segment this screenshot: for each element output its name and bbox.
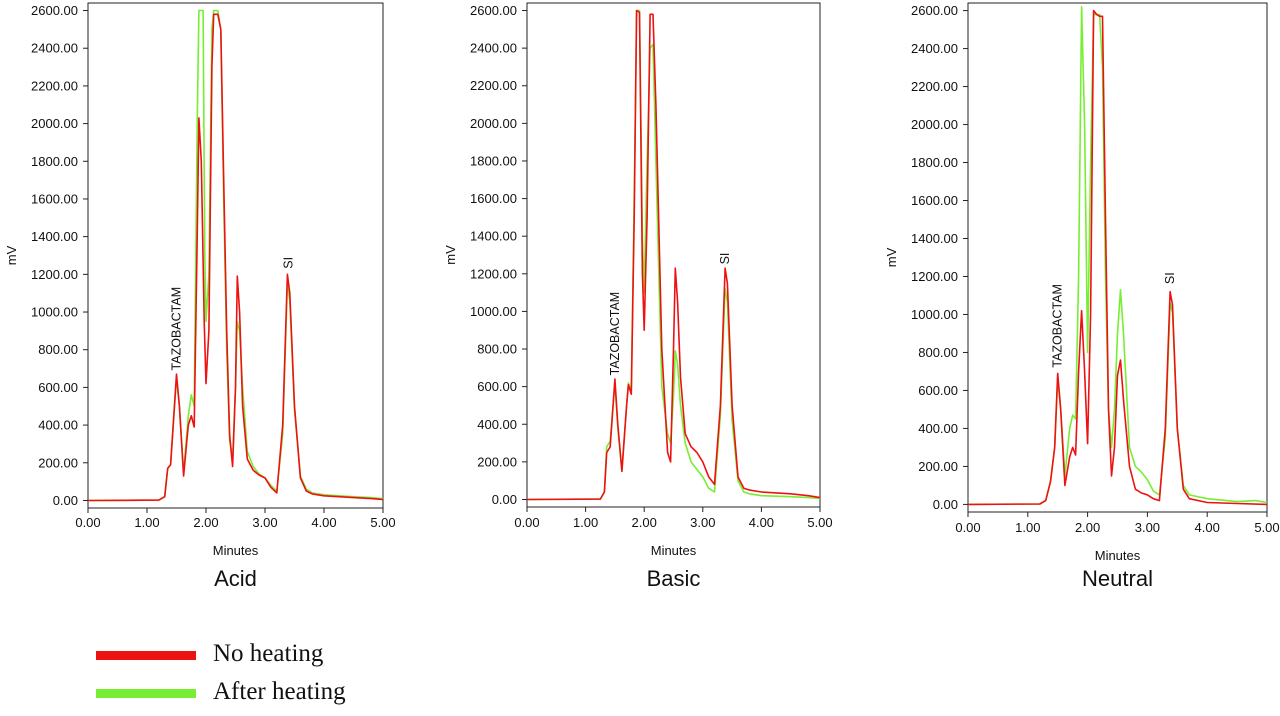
x-tick-label: 4.00 (749, 515, 774, 530)
y-tick-label: 2600.00 (911, 3, 958, 18)
y-axis-label: mV (884, 247, 899, 267)
y-tick-label: 1400.00 (470, 229, 517, 244)
series-line-no-heating (87, 13, 384, 502)
y-tick-label: 0.00 (53, 493, 78, 508)
y-tick-label: 2600.00 (470, 3, 517, 18)
y-tick-label: 1400.00 (911, 231, 958, 246)
x-tick-label: 3.00 (690, 515, 715, 530)
series-line-no-heating (967, 9, 1268, 506)
x-tick-label: 0.00 (75, 515, 100, 530)
y-tick-label: 1800.00 (911, 155, 958, 170)
y-tick-label: 1600.00 (911, 193, 958, 208)
x-tick-label: 2.00 (632, 515, 657, 530)
y-tick-label: 2000.00 (470, 116, 517, 131)
y-tick-label: 800.00 (918, 345, 958, 360)
chart-acid: 0.00 200.00 400.00 600.00 800.00 1000.00 1200.… (4, 2, 396, 591)
y-tick-label: 400.00 (477, 417, 517, 432)
y-tick-label: 2600.00 (31, 3, 78, 18)
y-tick-label: 1800.00 (31, 154, 78, 169)
y-tick-label: 0.00 (492, 492, 517, 507)
x-tick-label: 2.00 (1075, 520, 1100, 535)
x-tick-label: 4.00 (1195, 520, 1220, 535)
x-axis-label: Minutes (1095, 548, 1141, 563)
y-tick-label: 2200.00 (470, 78, 517, 93)
x-tick-label: 4.00 (311, 515, 336, 530)
peak-annotation-si: SI (282, 257, 296, 269)
y-tick-label: 200.00 (38, 455, 78, 470)
y-tick-label: 800.00 (38, 342, 78, 357)
y-axis-label: mV (4, 245, 19, 265)
y-tick-label: 1200.00 (911, 269, 958, 284)
chart-title: Acid (214, 566, 257, 591)
y-tick-label: 1600.00 (470, 191, 517, 206)
y-tick-label: 0.00 (933, 497, 958, 512)
x-tick-label: 5.00 (807, 515, 832, 530)
y-tick-label: 600.00 (477, 379, 517, 394)
chart-neutral: 0.00 200.00 400.00 600.00 800.00 1000.00 1200.… (884, 2, 1280, 591)
y-tick-label: 2400.00 (31, 41, 78, 56)
y-tick-label: 2000.00 (911, 117, 958, 132)
y-tick-label: 600.00 (918, 383, 958, 398)
y-tick-label: 200.00 (477, 454, 517, 469)
y-tick-label: 1000.00 (31, 305, 78, 320)
y-tick-label: 600.00 (38, 380, 78, 395)
x-tick-label: 3.00 (252, 515, 277, 530)
y-axis-label: mV (443, 245, 458, 265)
plot-frame (967, 2, 1268, 513)
peak-annotation-tazobactam: TAZOBACTAM (608, 292, 622, 376)
y-tick-label: 2000.00 (31, 116, 78, 131)
y-tick-label: 2400.00 (911, 41, 958, 56)
legend-label-no-heating: No heating (213, 640, 324, 667)
x-axis-label: Minutes (213, 543, 259, 558)
peak-annotation-tazobactam: TAZOBACTAM (1051, 284, 1065, 368)
plot-frame (87, 2, 384, 509)
legend-label-after-heating: After heating (213, 678, 346, 705)
legend-swatch-no-heating (96, 651, 196, 660)
x-tick-label: 2.00 (193, 515, 218, 530)
y-tick-label: 2200.00 (31, 78, 78, 93)
y-tick-label: 200.00 (918, 459, 958, 474)
y-tick-label: 400.00 (38, 418, 78, 433)
y-tick-label: 400.00 (918, 421, 958, 436)
y-tick-label: 1600.00 (31, 191, 78, 206)
x-tick-label: 1.00 (573, 515, 598, 530)
x-tick-label: 1.00 (134, 515, 159, 530)
x-tick-label: 3.00 (1135, 520, 1160, 535)
peak-annotation-tazobactam: TAZOBACTAM (170, 287, 184, 371)
x-tick-label: 0.00 (514, 515, 539, 530)
y-tick-label: 1000.00 (911, 307, 958, 322)
chart-basic: 0.00 200.00 400.00 600.00 800.00 1000.00 1200.… (443, 2, 833, 591)
series-line-no-heating (526, 9, 821, 501)
y-tick-label: 1000.00 (470, 304, 517, 319)
x-tick-label: 0.00 (955, 520, 980, 535)
y-tick-label: 2200.00 (911, 79, 958, 94)
y-tick-label: 1200.00 (470, 266, 517, 281)
x-tick-label: 5.00 (1254, 520, 1279, 535)
y-tick-label: 1800.00 (470, 153, 517, 168)
plot-frame (526, 2, 821, 508)
x-axis-label: Minutes (651, 543, 697, 558)
peak-annotation-si: SI (718, 253, 732, 265)
chart-title: Neutral (1082, 566, 1153, 591)
x-tick-label: 5.00 (370, 515, 395, 530)
peak-annotation-si: SI (1163, 272, 1177, 284)
y-tick-label: 1200.00 (31, 267, 78, 282)
chart-title: Basic (647, 566, 701, 591)
y-tick-label: 800.00 (477, 342, 517, 357)
y-tick-label: 1400.00 (31, 229, 78, 244)
legend-swatch-after-heating (96, 689, 196, 698)
y-tick-label: 2400.00 (470, 41, 517, 56)
x-tick-label: 1.00 (1015, 520, 1040, 535)
